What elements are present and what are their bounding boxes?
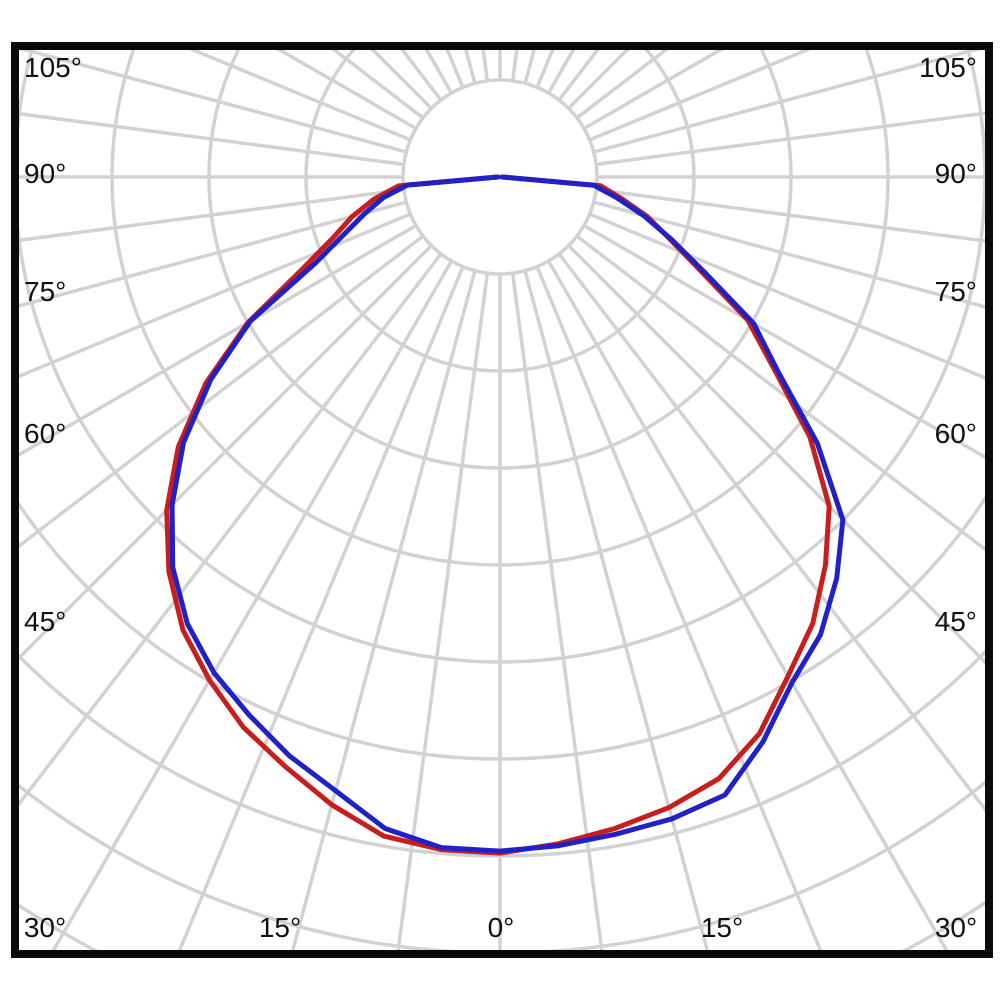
angle-label-left: 90° (24, 158, 66, 189)
grid-ray (593, 200, 985, 309)
grid-ring (401, 78, 599, 276)
angle-label-bottom: 0° (488, 912, 515, 943)
grid-ray (510, 272, 604, 950)
grid-ray (19, 244, 433, 661)
grid-ray (588, 212, 985, 380)
grid-ray (396, 272, 490, 950)
angle-label-right: 105° (919, 52, 977, 83)
grid-ray (19, 200, 407, 308)
grid-ray (19, 234, 425, 549)
grid-ray (19, 252, 443, 807)
angle-label-bottom: 30° (24, 912, 66, 943)
grid-ray (588, 50, 812, 142)
angle-label-left: 60° (24, 418, 66, 449)
grid-ray (523, 270, 709, 950)
grid-ray (595, 187, 985, 243)
grid-ray (557, 252, 985, 812)
grid-ring (19, 495, 985, 761)
grid-ray (464, 50, 477, 84)
grid-ray (546, 260, 949, 950)
angle-label-bottom: 15° (259, 912, 301, 943)
intensity-curves (164, 174, 846, 856)
grid-ray (535, 265, 823, 950)
angle-label-bottom: 15° (701, 912, 743, 943)
angle-label-bottom: 30° (935, 912, 977, 943)
angle-label-right: 75° (935, 276, 977, 307)
grid-ray (188, 50, 412, 142)
chart-frame-border (11, 42, 993, 958)
grid-ray (481, 50, 490, 82)
angle-label-left: 45° (24, 606, 66, 637)
angle-label-left: 105° (24, 52, 82, 83)
grid-ring (19, 50, 985, 664)
grid-ray (567, 244, 985, 665)
red-curve (164, 174, 832, 856)
grid-ray (510, 50, 519, 82)
grid-ray (19, 212, 412, 379)
grid-ray (19, 187, 405, 243)
grid-ring (304, 50, 696, 373)
grid-ring (207, 50, 793, 470)
grid-ray (177, 265, 465, 950)
blue-curve (169, 174, 846, 854)
grid-ring (110, 50, 890, 567)
angle-label-right: 90° (935, 158, 977, 189)
grid-ray (51, 260, 454, 950)
grid-ray (575, 234, 985, 552)
angle-label-left: 75° (24, 276, 66, 307)
angle-label-right: 60° (935, 418, 977, 449)
grid-ray (595, 111, 985, 167)
grid-ray (583, 223, 985, 460)
grid-ray (291, 270, 477, 950)
grid-ray (19, 111, 405, 167)
grid-ring (19, 649, 985, 858)
grid-ray (593, 50, 981, 154)
grid-ray (19, 223, 417, 457)
grid-ray (523, 50, 536, 84)
angle-label-right: 45° (935, 606, 977, 637)
grid-ray (19, 50, 407, 154)
angle-labels: 105° 90° 75° 60° 45° 105° 90° 75° 60° 45° 30° 15° 0°… (24, 52, 977, 943)
